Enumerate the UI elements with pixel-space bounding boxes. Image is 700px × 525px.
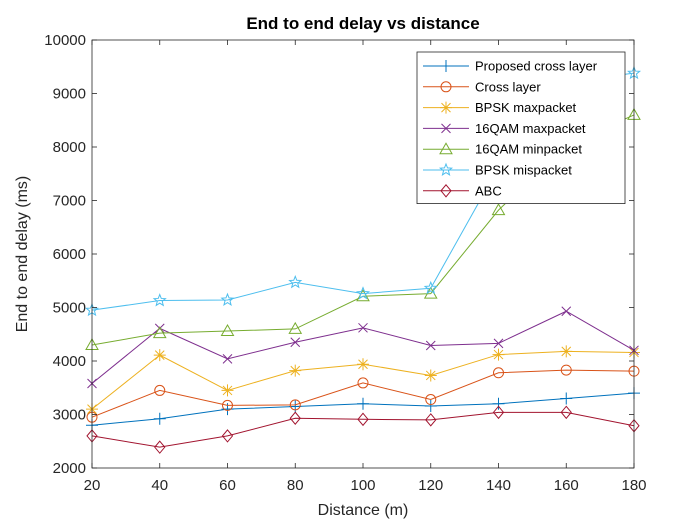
legend-label: Proposed cross layer bbox=[475, 59, 598, 74]
chart-title: End to end delay vs distance bbox=[246, 14, 479, 33]
series-4 bbox=[87, 306, 639, 389]
legend: Proposed cross layer Cross layer BPSK maxp… bbox=[416, 51, 626, 205]
data-point bbox=[560, 364, 572, 376]
data-point bbox=[221, 429, 234, 443]
y-tick-label: 2000 bbox=[53, 460, 86, 477]
legend-item: 16QAM maxpacket bbox=[423, 121, 586, 136]
y-tick-label: 3000 bbox=[53, 407, 86, 424]
legend-marker bbox=[438, 162, 454, 176]
data-point bbox=[491, 203, 506, 216]
series-line bbox=[91, 369, 635, 418]
legend-item: ABC bbox=[423, 183, 502, 198]
legend-label: BPSK maxpacket bbox=[475, 100, 577, 115]
data-point bbox=[154, 323, 165, 334]
data-point bbox=[492, 405, 505, 420]
data-point bbox=[220, 324, 235, 337]
data-point bbox=[222, 399, 233, 411]
x-tick-label: 100 bbox=[350, 477, 375, 494]
data-point bbox=[358, 322, 368, 333]
data-point bbox=[154, 384, 166, 396]
series-line bbox=[91, 411, 635, 448]
legend-label: Cross layer bbox=[475, 79, 541, 94]
data-point bbox=[153, 349, 166, 362]
legend-item: 16QAM minpacket bbox=[423, 142, 582, 157]
data-point bbox=[425, 340, 436, 351]
data-point bbox=[220, 292, 235, 306]
data-point bbox=[423, 280, 438, 295]
x-tick-label: 140 bbox=[486, 477, 511, 494]
legend-item: Proposed cross layer bbox=[423, 59, 598, 74]
data-point bbox=[492, 397, 505, 410]
data-point bbox=[425, 394, 437, 406]
data-point bbox=[154, 440, 166, 454]
y-tick-label: 10000 bbox=[44, 32, 86, 49]
data-point bbox=[289, 400, 302, 413]
legend-box bbox=[416, 51, 626, 205]
data-point bbox=[357, 412, 369, 427]
x-tick-label: 20 bbox=[84, 477, 101, 494]
legend-item: BPSK mispacket bbox=[423, 163, 572, 178]
data-point bbox=[424, 369, 437, 382]
y-tick-label: 6000 bbox=[53, 246, 86, 263]
legend-marker bbox=[440, 101, 452, 114]
data-point bbox=[560, 392, 573, 405]
y-tick-label: 4000 bbox=[53, 353, 86, 370]
legend-marker bbox=[439, 142, 453, 155]
y-tick-label: 5000 bbox=[53, 300, 86, 317]
data-point bbox=[289, 411, 301, 426]
data-point bbox=[357, 358, 369, 371]
x-tick-label: 180 bbox=[621, 477, 646, 494]
data-point bbox=[288, 321, 303, 334]
legend-label: 16QAM maxpacket bbox=[475, 121, 586, 136]
data-point bbox=[152, 326, 167, 339]
data-point bbox=[560, 405, 572, 420]
data-point bbox=[561, 306, 572, 317]
data-point bbox=[355, 286, 371, 300]
data-point bbox=[221, 384, 234, 397]
x-axis-label: Distance (m) bbox=[318, 502, 409, 519]
data-point bbox=[290, 337, 301, 348]
data-point bbox=[152, 293, 167, 307]
x-tick-label: 80 bbox=[287, 477, 304, 494]
legend-marker bbox=[440, 81, 452, 93]
legend-label: 16QAM minpacket bbox=[475, 142, 582, 157]
y-axis-label: End to end delay (ms) bbox=[14, 176, 31, 333]
data-point bbox=[288, 274, 303, 289]
data-point bbox=[357, 397, 369, 410]
data-point bbox=[289, 399, 301, 411]
data-point bbox=[493, 338, 504, 349]
data-point bbox=[222, 354, 233, 364]
data-point bbox=[424, 399, 437, 412]
x-tick-label: 60 bbox=[219, 477, 236, 494]
legend-item: BPSK maxpacket bbox=[423, 100, 577, 115]
legend-label: ABC bbox=[475, 183, 502, 198]
y-tick-label: 9000 bbox=[53, 86, 86, 103]
data-point bbox=[560, 345, 573, 358]
data-point bbox=[153, 412, 166, 425]
data-point bbox=[492, 348, 505, 361]
x-tick-label: 120 bbox=[418, 477, 443, 494]
y-tick-label: 8000 bbox=[53, 139, 86, 156]
data-point bbox=[357, 377, 369, 389]
data-point bbox=[289, 364, 302, 377]
legend-item: Cross layer bbox=[423, 79, 541, 94]
legend-label: BPSK mispacket bbox=[475, 163, 572, 178]
y-tick-label: 7000 bbox=[53, 193, 86, 210]
series-7 bbox=[86, 405, 640, 454]
data-point bbox=[493, 367, 504, 379]
legend-marker bbox=[440, 184, 452, 198]
legend-marker bbox=[441, 123, 451, 134]
x-tick-label: 160 bbox=[554, 477, 579, 494]
x-tick-label: 40 bbox=[151, 477, 168, 494]
legend-marker bbox=[440, 60, 452, 72]
data-point bbox=[425, 413, 437, 427]
